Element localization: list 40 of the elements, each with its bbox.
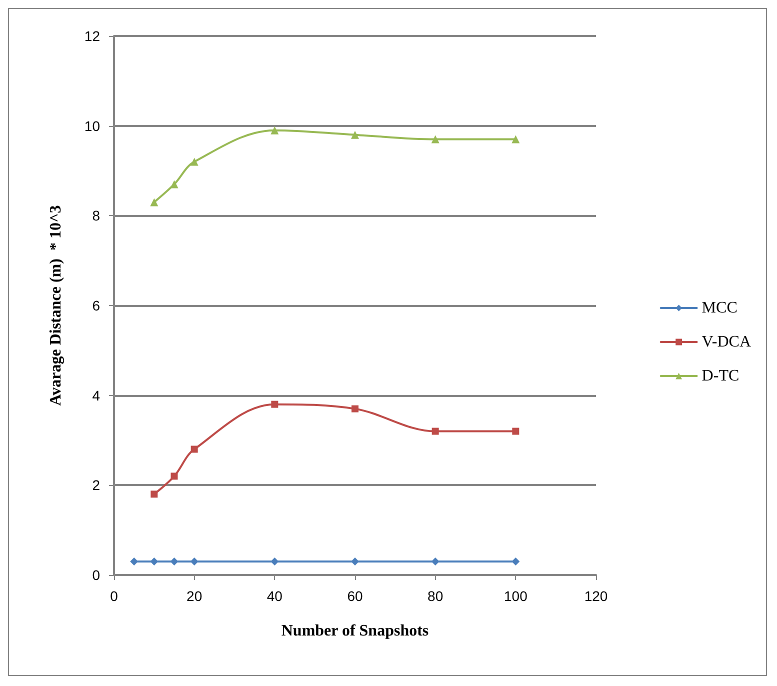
y-axis-title: Avarage Distance (m) * 10^3 [48,205,64,406]
point [150,558,158,566]
point [512,135,520,144]
point [271,400,278,408]
point [150,198,158,206]
x-tick-label: 80 [428,588,444,604]
point [270,558,279,566]
point [512,428,520,435]
y-tick-label: 8 [92,208,100,224]
point [512,558,520,566]
x-tick-label: 20 [186,588,202,604]
point [431,558,440,566]
x-tick-label: 60 [347,588,363,604]
x-axis-title: Number of Snapshots [281,622,429,640]
y-tick-label: 2 [92,477,100,494]
x-tick-label: 100 [504,588,528,604]
point [351,130,359,139]
y-tick-label: 10 [84,118,100,134]
y-tick-label: 6 [92,298,100,314]
x-tick-label: 0 [110,588,118,604]
y-tick-label: 4 [92,387,100,404]
point [190,558,198,566]
point [190,446,198,453]
point [170,472,178,480]
point [432,428,439,435]
legend-label: MCC [702,300,738,316]
y-tick-label: 0 [92,567,100,583]
point [352,405,358,412]
point [351,558,359,566]
point [170,558,178,566]
legend-label: D-TC [702,368,740,384]
legend-label: V-DCA [702,334,752,350]
point [431,135,440,144]
point [150,490,158,498]
x-tick-label: 120 [584,588,608,604]
x-tick-label: 40 [266,588,283,604]
y-tick-label: 12 [84,28,100,44]
point [170,180,178,188]
point [190,158,198,166]
point [270,126,279,134]
